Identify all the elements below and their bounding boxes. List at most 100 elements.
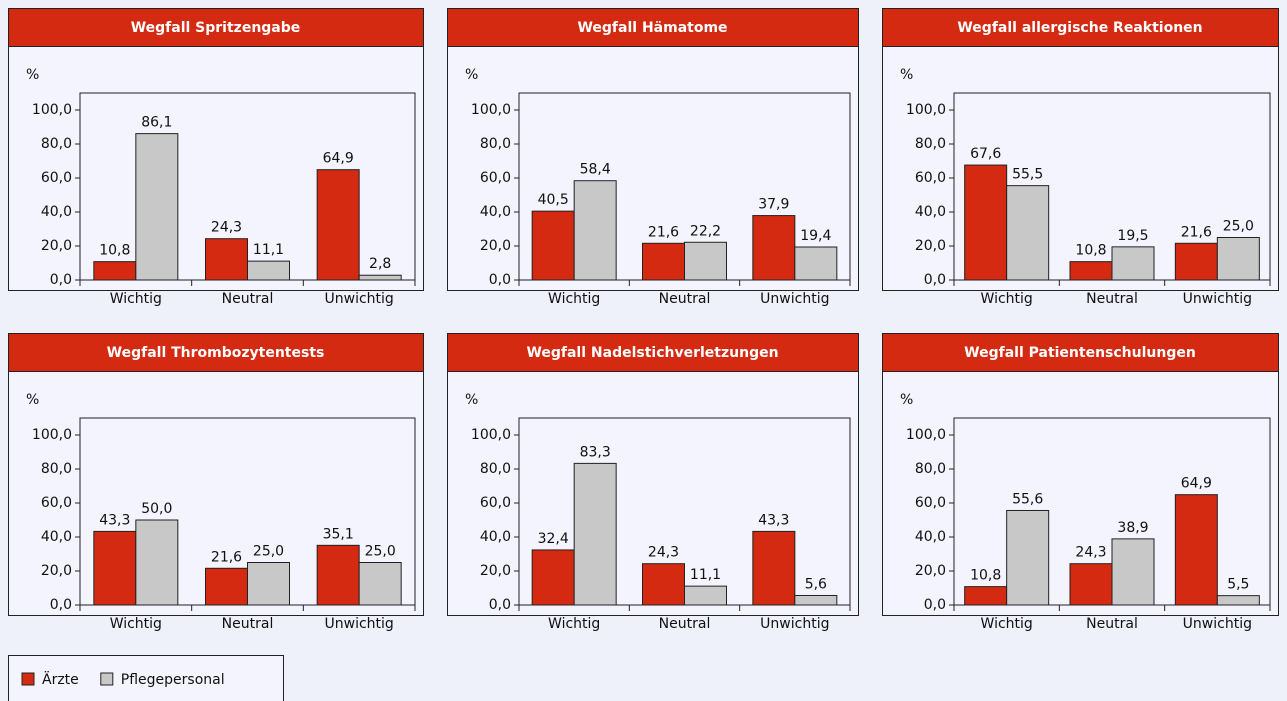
value-label: 10,8 [1075,243,1106,259]
bar [1111,246,1155,281]
value-label: 25,0 [1223,219,1254,235]
value-label: 11,1 [690,567,721,583]
y-tick-label: 80,0 [480,461,511,477]
value-label: 25,0 [253,544,284,560]
panel-title: Wegfall Hämatome [577,20,727,36]
value-label: 55,6 [1012,491,1043,507]
y-tick-label: 40,0 [480,529,511,545]
value-label: 24,3 [211,220,242,236]
panel-header [882,333,1279,372]
value-label: 55,5 [1012,167,1043,183]
x-tick-label: Neutral [659,616,711,632]
y-tick-label: 0,0 [50,272,72,288]
bar [1216,237,1260,281]
bar [1006,509,1050,606]
y-tick-label: 0,0 [489,597,511,613]
panel-header [8,333,424,372]
bar [1174,494,1218,606]
value-label: 64,9 [323,151,354,167]
y-tick-label: 80,0 [41,136,72,152]
y-tick-label: 100,0 [32,102,72,118]
x-tick-label: Unwichtig [325,616,394,632]
x-tick-label: Neutral [1086,291,1138,307]
value-label: 86,1 [141,115,172,131]
panel-title: Wegfall Spritzengabe [131,20,301,36]
bar [358,562,402,606]
y-tick-label: 60,0 [915,495,946,511]
y-tick-label: 0,0 [924,272,946,288]
y-tick-label: 100,0 [906,102,946,118]
panel-header [447,8,859,47]
x-tick-label: Unwichtig [1183,616,1252,632]
bar [642,242,685,281]
bar [752,215,796,281]
y-axis-label: % [900,392,913,408]
x-tick-label: Wichtig [981,616,1033,632]
value-label: 43,3 [758,512,789,528]
bar [1174,242,1218,281]
value-label: 21,6 [648,224,679,240]
value-label: 25,0 [365,544,396,560]
y-tick-label: 60,0 [41,495,72,511]
value-label: 50,0 [141,501,172,517]
value-label: 11,1 [253,242,284,258]
y-tick-label: 100,0 [471,102,511,118]
bar [573,462,617,606]
panel-header [882,8,1279,47]
value-label: 64,9 [1181,476,1212,492]
y-axis-label: % [900,67,913,83]
panel-header [447,333,859,372]
y-axis-label: % [465,67,478,83]
legend-swatch [100,672,114,686]
y-tick-label: 20,0 [480,563,511,579]
value-label: 37,9 [758,197,789,213]
y-tick-label: 60,0 [480,170,511,186]
bar [205,238,248,281]
y-tick-label: 20,0 [480,238,511,254]
x-tick-label: Wichtig [110,291,162,307]
legend-swatch [21,672,35,686]
x-tick-label: Neutral [659,291,711,307]
bar [1069,563,1113,606]
value-label: 21,6 [211,549,242,565]
value-label: 43,3 [99,512,130,528]
y-tick-label: 0,0 [489,272,511,288]
y-axis-label: % [465,392,478,408]
bar [358,274,402,281]
panel-title: Wegfall allergische Reaktionen [957,20,1202,36]
y-tick-label: 100,0 [906,427,946,443]
y-tick-label: 60,0 [915,170,946,186]
value-label: 19,4 [800,228,831,244]
y-tick-label: 40,0 [915,204,946,220]
value-label: 5,5 [1227,577,1249,593]
bar [752,530,796,606]
x-tick-label: Neutral [222,291,274,307]
value-label: 24,3 [1075,545,1106,561]
y-tick-label: 60,0 [41,170,72,186]
bar [316,169,360,281]
value-label: 83,3 [580,444,611,460]
y-tick-label: 40,0 [915,529,946,545]
value-label: 32,4 [538,531,569,547]
bar [794,246,838,281]
x-tick-label: Unwichtig [325,291,394,307]
y-axis-label: % [26,67,39,83]
bar [964,164,1008,281]
bar [684,241,727,281]
y-tick-label: 80,0 [41,461,72,477]
bar [1069,261,1113,281]
value-label: 38,9 [1117,520,1148,536]
y-tick-label: 20,0 [41,563,72,579]
bar [531,210,575,281]
value-label: 22,2 [690,223,721,239]
y-tick-label: 100,0 [32,427,72,443]
x-tick-label: Unwichtig [1183,291,1252,307]
value-label: 58,4 [580,162,611,178]
y-tick-label: 20,0 [915,563,946,579]
bar [684,585,727,606]
x-tick-label: Unwichtig [760,616,829,632]
value-label: 19,5 [1117,228,1148,244]
panel-header [8,8,424,47]
x-tick-label: Wichtig [548,616,600,632]
